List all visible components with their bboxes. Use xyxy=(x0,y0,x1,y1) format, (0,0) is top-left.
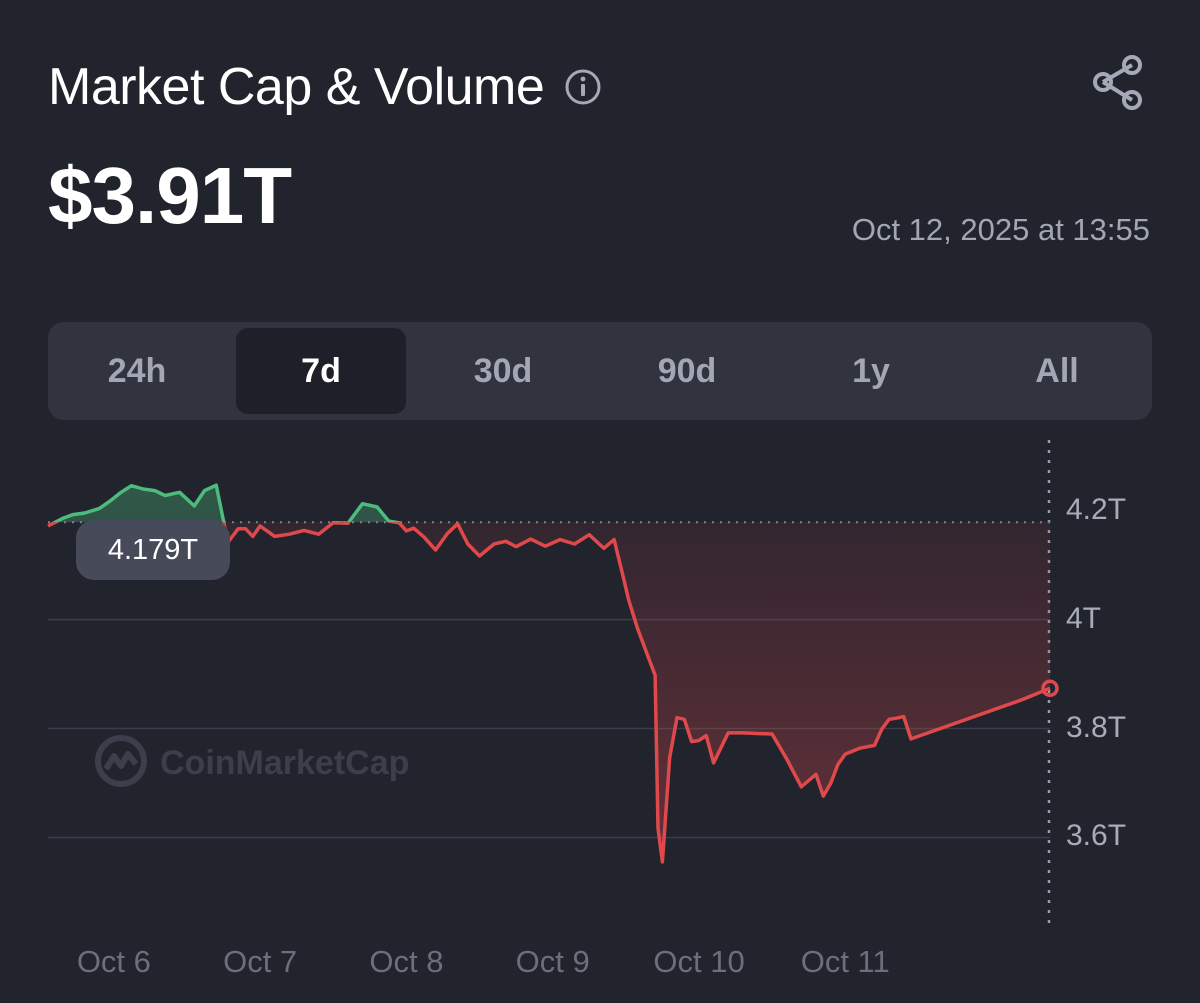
share-icon[interactable] xyxy=(1086,52,1148,114)
tab-24h[interactable]: 24h xyxy=(52,328,222,414)
series-line-down xyxy=(47,522,1051,864)
tab-label: 7d xyxy=(301,351,341,390)
page-title: Market Cap & Volume xyxy=(48,58,545,116)
x-tick-label: Oct 6 xyxy=(76,944,151,979)
tab-label: 24h xyxy=(107,351,167,390)
y-tick-label: 4T xyxy=(1066,601,1102,635)
current-point-marker xyxy=(1041,679,1059,698)
tab-90d[interactable]: 90d xyxy=(602,328,772,414)
x-tick-label: Oct 8 xyxy=(369,944,444,979)
market-cap-chart[interactable] xyxy=(0,430,1200,940)
baseline-value-badge: 4.179T xyxy=(76,520,230,580)
series-line-up xyxy=(51,483,459,523)
x-tick-label: Oct 10 xyxy=(653,944,745,979)
tab-label: All xyxy=(1035,351,1079,390)
timeframe-tabs: 24h 7d 30d 90d 1y All xyxy=(48,322,1152,420)
x-tick-label: Oct 11 xyxy=(800,944,890,979)
coinmarketcap-logo-icon xyxy=(94,734,148,793)
x-tick-label: Oct 7 xyxy=(223,944,298,979)
info-icon[interactable] xyxy=(564,68,602,106)
area-above-baseline xyxy=(48,485,1050,523)
market-cap-value: $3.91T xyxy=(48,151,292,240)
title-row: Market Cap & Volume xyxy=(48,52,602,122)
y-tick-label: 3.6T xyxy=(1066,819,1127,853)
timestamp: Oct 12, 2025 at 13:55 xyxy=(851,212,1150,247)
y-tick-label: 3.8T xyxy=(1066,710,1127,744)
y-tick-label: 4.2T xyxy=(1066,492,1127,526)
x-tick-label: Oct 9 xyxy=(515,944,590,979)
tab-30d[interactable]: 30d xyxy=(418,328,588,414)
tab-label: 90d xyxy=(657,351,717,390)
area-below-baseline xyxy=(48,522,1050,862)
watermark: CoinMarketCap xyxy=(94,734,410,793)
tab-all[interactable]: All xyxy=(972,328,1142,414)
tab-label: 30d xyxy=(473,351,533,390)
tab-label: 1y xyxy=(852,351,890,390)
watermark-text: CoinMarketCap xyxy=(160,743,410,782)
tab-1y[interactable]: 1y xyxy=(786,328,956,414)
tab-7d[interactable]: 7d xyxy=(236,328,406,414)
